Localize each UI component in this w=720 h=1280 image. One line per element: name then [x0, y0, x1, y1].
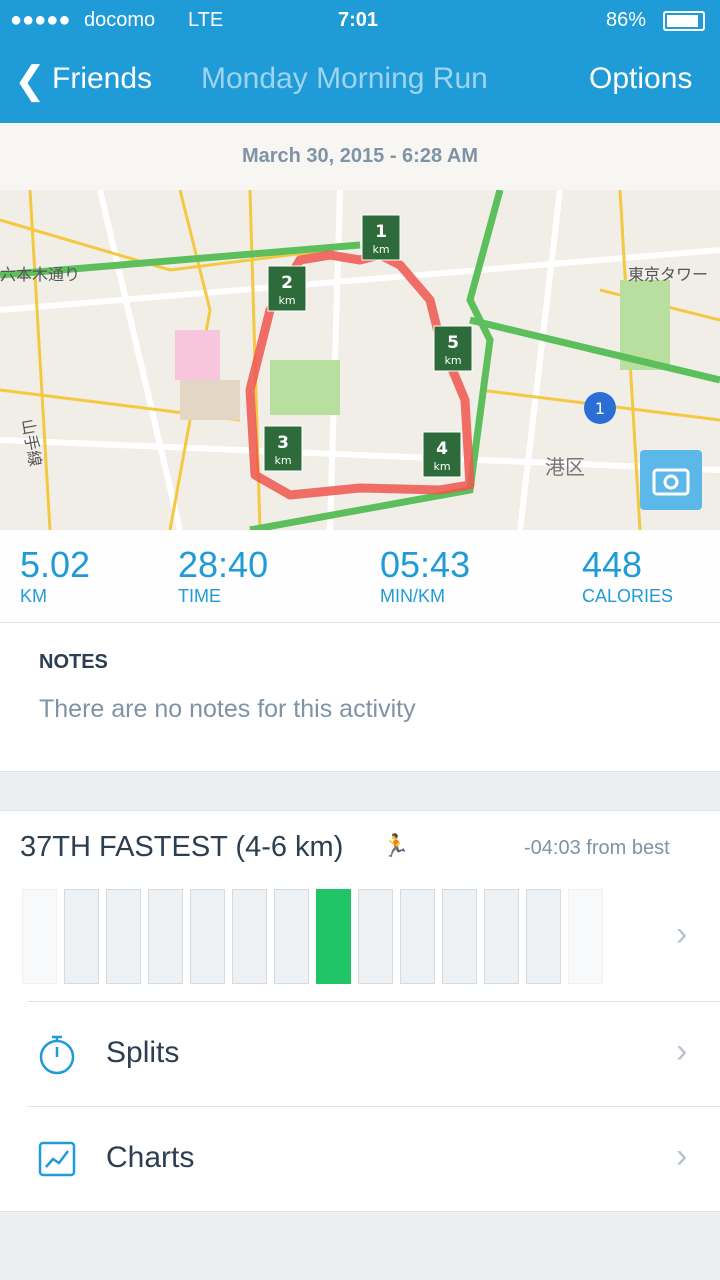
svg-text:km: km — [274, 454, 291, 467]
ranking-row[interactable]: 37TH FASTEST (4-6 km) 🏃 -04:03 from best… — [0, 811, 720, 1001]
svg-text:km: km — [433, 460, 450, 473]
ranking-bar — [568, 889, 603, 984]
map-label: 東京タワー — [628, 265, 708, 284]
back-icon[interactable]: ❮ — [14, 60, 46, 102]
options-button[interactable]: Options — [589, 62, 693, 95]
stat-unit: KM — [20, 586, 47, 606]
chevron: › — [676, 915, 688, 953]
route-shield: 1 — [595, 399, 605, 418]
ranking-title: 37TH FASTEST (4-6 km) — [20, 831, 344, 863]
notes-section: NOTES There are no notes for this activi… — [0, 622, 720, 772]
km-marker: 4km — [422, 431, 462, 478]
km-marker: 2km — [267, 265, 307, 312]
stat-unit: TIME — [178, 586, 221, 606]
carrier: docomo — [84, 9, 156, 31]
ranking-bar — [190, 889, 225, 984]
ranking-bars — [22, 889, 618, 984]
detail-section: 37TH FASTEST (4-6 km) 🏃 -04:03 from best… — [0, 810, 720, 1212]
charts-label: Charts — [106, 1141, 195, 1174]
ranking-bar — [442, 889, 477, 984]
battery-level: 86% — [606, 9, 647, 31]
splits-label: Splits — [106, 1036, 180, 1069]
signal: ●●●●● — [10, 9, 71, 31]
km-marker: 1km — [361, 214, 401, 261]
nav-title: Monday Morning Run — [201, 62, 488, 95]
splits-row[interactable]: Splits › — [0, 1002, 720, 1106]
battery-icon — [663, 11, 705, 31]
ranking-bar — [400, 889, 435, 984]
svg-text:km: km — [278, 294, 295, 307]
svg-text:3: 3 — [277, 433, 289, 453]
km-marker: 3km — [263, 425, 303, 472]
ranking-delta: -04:03 from best — [524, 837, 670, 859]
notes-heading: NOTES — [39, 651, 108, 673]
stat-value: 448 — [582, 544, 643, 585]
stats-bar: 5.02 KM 28:40 TIME 05:43 MIN/KM 448 CALO… — [0, 530, 720, 622]
chevron: › — [676, 1032, 688, 1070]
clock: 7:01 — [338, 9, 379, 31]
stat-unit: CALORIES — [582, 586, 674, 606]
svg-text:5: 5 — [447, 333, 459, 353]
add-photo-button[interactable] — [640, 450, 702, 510]
stat-unit: MIN/KM — [380, 586, 445, 606]
runner-icon: 🏃 — [382, 833, 410, 858]
header: ●●●●● docomo LTE 7:01 86% ❮ Friends Mond… — [0, 0, 720, 123]
splits-icon — [39, 1035, 75, 1075]
ranking-bar — [22, 889, 57, 984]
km-marker: 5km — [433, 325, 473, 372]
ranking-bar — [64, 889, 99, 984]
map[interactable]: 六本木通り 東京タワー 港区 山手線 1 1km 2km 3km 4km 5km — [0, 190, 720, 530]
map-label: 港区 — [545, 455, 585, 479]
svg-text:2: 2 — [281, 273, 293, 293]
chevron: › — [676, 1137, 688, 1175]
divider — [28, 1001, 720, 1002]
network: LTE — [188, 9, 224, 31]
stat-value: 28:40 — [178, 544, 269, 585]
ranking-bar — [484, 889, 519, 984]
ranking-bar — [274, 889, 309, 984]
map-label: 六本木通り — [0, 265, 80, 284]
ranking-bar — [148, 889, 183, 984]
divider — [28, 1106, 720, 1107]
svg-text:km: km — [372, 243, 389, 256]
ranking-bar — [316, 889, 351, 984]
ranking-bar — [232, 889, 267, 984]
activity-date: March 30, 2015 - 6:28 AM — [0, 123, 720, 190]
ranking-bar — [358, 889, 393, 984]
back-button[interactable]: Friends — [52, 62, 153, 95]
charts-row[interactable]: Charts › — [0, 1107, 720, 1211]
stat-value: 05:43 — [380, 544, 471, 585]
svg-text:km: km — [444, 354, 461, 367]
charts-icon — [38, 1141, 76, 1177]
ranking-bar — [526, 889, 561, 984]
ranking-bar — [106, 889, 141, 984]
svg-text:4: 4 — [436, 439, 448, 459]
svg-text:1: 1 — [375, 222, 387, 242]
stat-value: 5.02 — [20, 544, 91, 585]
notes-text: There are no notes for this activity — [39, 695, 416, 723]
